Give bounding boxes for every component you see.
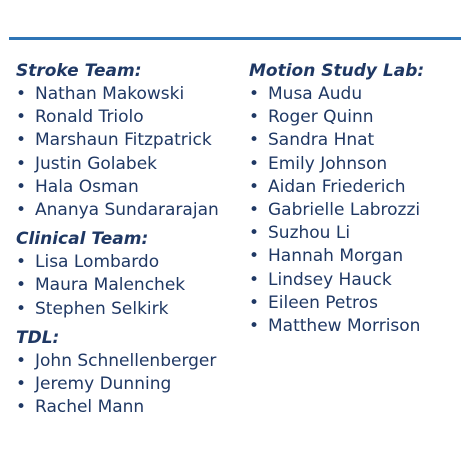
- member-name: Suzhou Li: [268, 223, 351, 244]
- bullet-icon: •: [16, 397, 27, 418]
- team-title: Motion Study Lab:: [249, 61, 425, 81]
- bullet-icon: •: [16, 298, 27, 319]
- member-list: • John Schnellenberger • Jeremy Dunning • Rac…: [16, 350, 219, 420]
- bullet-icon: •: [249, 84, 260, 104]
- member-item: • Matthew Morrison: [249, 315, 424, 338]
- member-name: Hala Osman: [35, 176, 139, 197]
- member-name: Aidan Friederich: [268, 176, 406, 197]
- member-name: John Schnellenberger: [35, 350, 217, 371]
- member-name: Lindsey Hauck: [268, 269, 392, 290]
- bullet-icon: •: [249, 107, 260, 128]
- member-item: • Ronald Triolo: [16, 106, 219, 129]
- team-title: TDL:: [16, 327, 60, 348]
- bullet-icon: •: [249, 292, 260, 313]
- bullet-icon: •: [16, 84, 27, 104]
- member-name: Roger Quinn: [268, 107, 374, 128]
- member-item: • Emily Johnson: [249, 153, 424, 176]
- member-name: Ananya Sundararajan: [35, 199, 219, 220]
- member-item: • Lisa Lombardo: [16, 251, 219, 274]
- member-name: Marshaun Fitzpatrick: [35, 130, 212, 151]
- member-item: • Nathan Makowski: [16, 83, 219, 106]
- member-name: Musa Audu: [268, 84, 363, 104]
- member-list: • Musa Audu • Roger Quinn • Sandra Hnat • Emily…: [249, 83, 424, 338]
- bullet-icon: •: [249, 130, 260, 151]
- member-item: • Marshaun Fitzpatrick: [16, 129, 219, 152]
- member-item: • Aidan Friederich: [249, 176, 424, 199]
- member-item: • Rachel Mann: [16, 396, 219, 419]
- member-name: Matthew Morrison: [268, 315, 421, 336]
- bullet-icon: •: [249, 153, 260, 174]
- bullet-icon: •: [16, 373, 27, 394]
- member-item: • Eileen Petros: [249, 292, 424, 315]
- member-name: Rachel Mann: [35, 397, 145, 418]
- member-name: Ronald Triolo: [35, 107, 144, 128]
- member-item: • Gabrielle Labrozzi: [249, 199, 424, 222]
- member-name: Hannah Morgan: [268, 246, 404, 267]
- member-item: • Hannah Morgan: [249, 245, 424, 268]
- member-item: • Suzhou Li: [249, 222, 424, 245]
- team-group-clinical-team: Clinical Team: • Lisa Lombardo • Maura Malen…: [16, 228, 219, 321]
- member-name: Jeremy Dunning: [35, 373, 172, 394]
- member-name: Sandra Hnat: [268, 130, 375, 151]
- bullet-icon: •: [249, 176, 260, 197]
- bullet-icon: •: [249, 223, 260, 244]
- member-list: • Nathan Makowski • Ronald Triolo • Marshaun …: [16, 83, 219, 222]
- team-title: Stroke Team:: [16, 61, 142, 81]
- bullet-icon: •: [16, 130, 27, 151]
- bullet-icon: •: [249, 246, 260, 267]
- member-item: • Ananya Sundararajan: [16, 199, 219, 222]
- bullet-icon: •: [16, 275, 27, 296]
- right-column: Motion Study Lab: • Musa Audu • Roger Quinn •…: [249, 60, 424, 344]
- member-name: Eileen Petros: [268, 292, 378, 313]
- member-name: Emily Johnson: [268, 153, 388, 174]
- team-group-stroke-team: Stroke Team: • Nathan Makowski • Ronald Trio…: [16, 60, 219, 222]
- bullet-icon: •: [249, 315, 260, 336]
- bullet-icon: •: [249, 199, 260, 220]
- member-item: • Roger Quinn: [249, 106, 424, 129]
- member-item: • Justin Golabek: [16, 153, 219, 176]
- member-name: Lisa Lombardo: [35, 252, 160, 273]
- member-name: Gabrielle Labrozzi: [268, 199, 421, 220]
- member-name: Maura Malenchek: [35, 275, 186, 296]
- member-item: • John Schnellenberger: [16, 350, 219, 373]
- bullet-icon: •: [16, 176, 27, 197]
- member-item: • Sandra Hnat: [249, 129, 424, 152]
- member-name: Justin Golabek: [35, 153, 158, 174]
- member-item: • Jeremy Dunning: [16, 373, 219, 396]
- member-item: • Maura Malenchek: [16, 274, 219, 297]
- member-item: • Hala Osman: [16, 176, 219, 199]
- bullet-icon: •: [16, 350, 27, 371]
- member-list: • Lisa Lombardo • Maura Malenchek • Stephen S…: [16, 251, 219, 321]
- member-item: • Musa Audu: [249, 83, 424, 106]
- member-name: Nathan Makowski: [35, 84, 185, 104]
- team-group-tdl: TDL: • John Schnellenberger • Jeremy Dunning…: [16, 327, 219, 420]
- member-name: Stephen Selkirk: [35, 298, 169, 319]
- team-group-motion-study-lab: Motion Study Lab: • Musa Audu • Roger Quinn •…: [249, 60, 424, 338]
- bullet-icon: •: [16, 153, 27, 174]
- member-item: • Stephen Selkirk: [16, 298, 219, 321]
- header-divider-line: [9, 37, 461, 40]
- bullet-icon: •: [16, 199, 27, 220]
- team-title: Clinical Team:: [16, 229, 149, 250]
- bullet-icon: •: [16, 107, 27, 128]
- left-column: Stroke Team: • Nathan Makowski • Ronald Trio…: [16, 60, 219, 425]
- bullet-icon: •: [16, 252, 27, 273]
- member-item: • Lindsey Hauck: [249, 269, 424, 292]
- bullet-icon: •: [249, 269, 260, 290]
